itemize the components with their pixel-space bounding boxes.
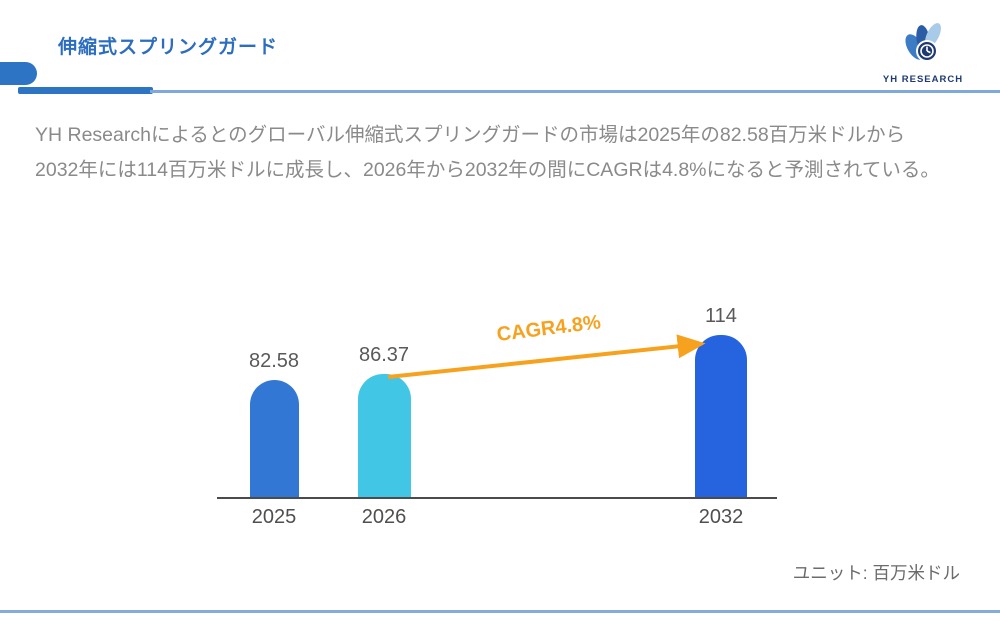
yh-research-logo: YH RESEARCH [868, 20, 978, 85]
yh-research-logo-icon [905, 23, 941, 62]
value-label-2032: 114 [705, 305, 737, 327]
x-tick-2032: 2032 [698, 506, 744, 528]
unit-label: ユニット: 百万米ドル [792, 563, 960, 583]
value-label-2025: 82.58 [248, 350, 300, 372]
market-summary-text: YH Researchによるとのグローバル伸縮式スプリングガードの市場は2025… [35, 124, 940, 181]
header-divider-line [150, 90, 1000, 93]
header-accent-bar [18, 87, 153, 94]
bar-2032 [695, 335, 747, 497]
bar-2025 [250, 380, 299, 497]
x-tick-2026: 2026 [361, 506, 407, 528]
footer-divider-line [0, 610, 1000, 613]
bar-chart [250, 335, 747, 497]
page-title: 伸縮式スプリングガード [58, 37, 279, 58]
x-axis-line [217, 497, 777, 499]
header-accent-pill [0, 62, 37, 85]
value-label-2026: 86.37 [358, 344, 410, 366]
x-tick-2025: 2025 [251, 506, 297, 528]
bar-2026 [358, 374, 411, 497]
yh-research-logo-text: YH RESEARCH [882, 74, 964, 85]
